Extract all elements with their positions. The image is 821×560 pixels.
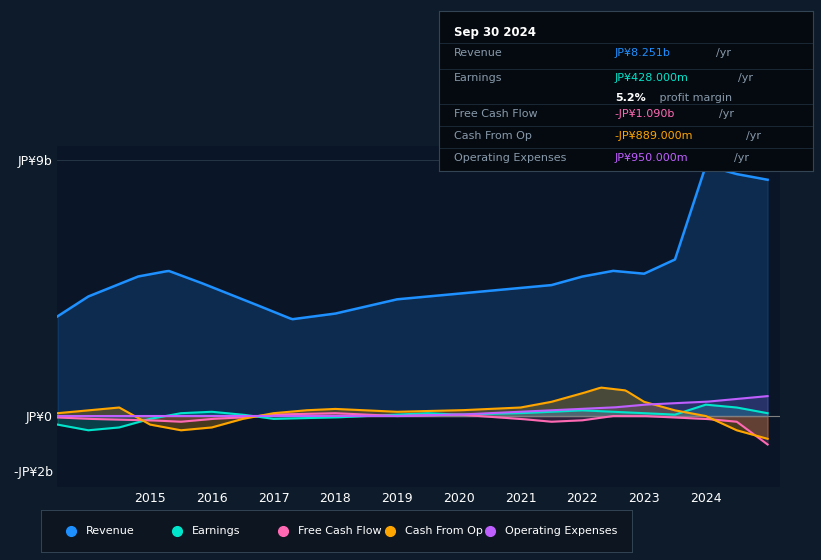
- Text: profit margin: profit margin: [656, 92, 732, 102]
- Text: Earnings: Earnings: [192, 526, 241, 535]
- Text: Cash From Op: Cash From Op: [405, 526, 483, 535]
- Text: /yr: /yr: [734, 153, 750, 164]
- Text: /yr: /yr: [719, 109, 735, 119]
- Text: Free Cash Flow: Free Cash Flow: [298, 526, 382, 535]
- Text: Operating Expenses: Operating Expenses: [454, 153, 566, 164]
- Text: JP¥428.000m: JP¥428.000m: [615, 73, 689, 83]
- Text: JP¥8.251b: JP¥8.251b: [615, 48, 671, 58]
- Text: /yr: /yr: [738, 73, 753, 83]
- Text: Revenue: Revenue: [85, 526, 134, 535]
- Text: /yr: /yr: [745, 131, 760, 141]
- Text: -JP¥2b: -JP¥2b: [14, 466, 54, 479]
- Text: Revenue: Revenue: [454, 48, 503, 58]
- Text: Sep 30 2024: Sep 30 2024: [454, 26, 536, 39]
- Text: Earnings: Earnings: [454, 73, 502, 83]
- Text: 5.2%: 5.2%: [615, 92, 645, 102]
- Text: JP¥950.000m: JP¥950.000m: [615, 153, 689, 164]
- Text: Free Cash Flow: Free Cash Flow: [454, 109, 538, 119]
- Text: Operating Expenses: Operating Expenses: [505, 526, 617, 535]
- Text: /yr: /yr: [716, 48, 731, 58]
- Text: -JP¥1.090b: -JP¥1.090b: [615, 109, 675, 119]
- Text: Cash From Op: Cash From Op: [454, 131, 532, 141]
- Text: -JP¥889.000m: -JP¥889.000m: [615, 131, 693, 141]
